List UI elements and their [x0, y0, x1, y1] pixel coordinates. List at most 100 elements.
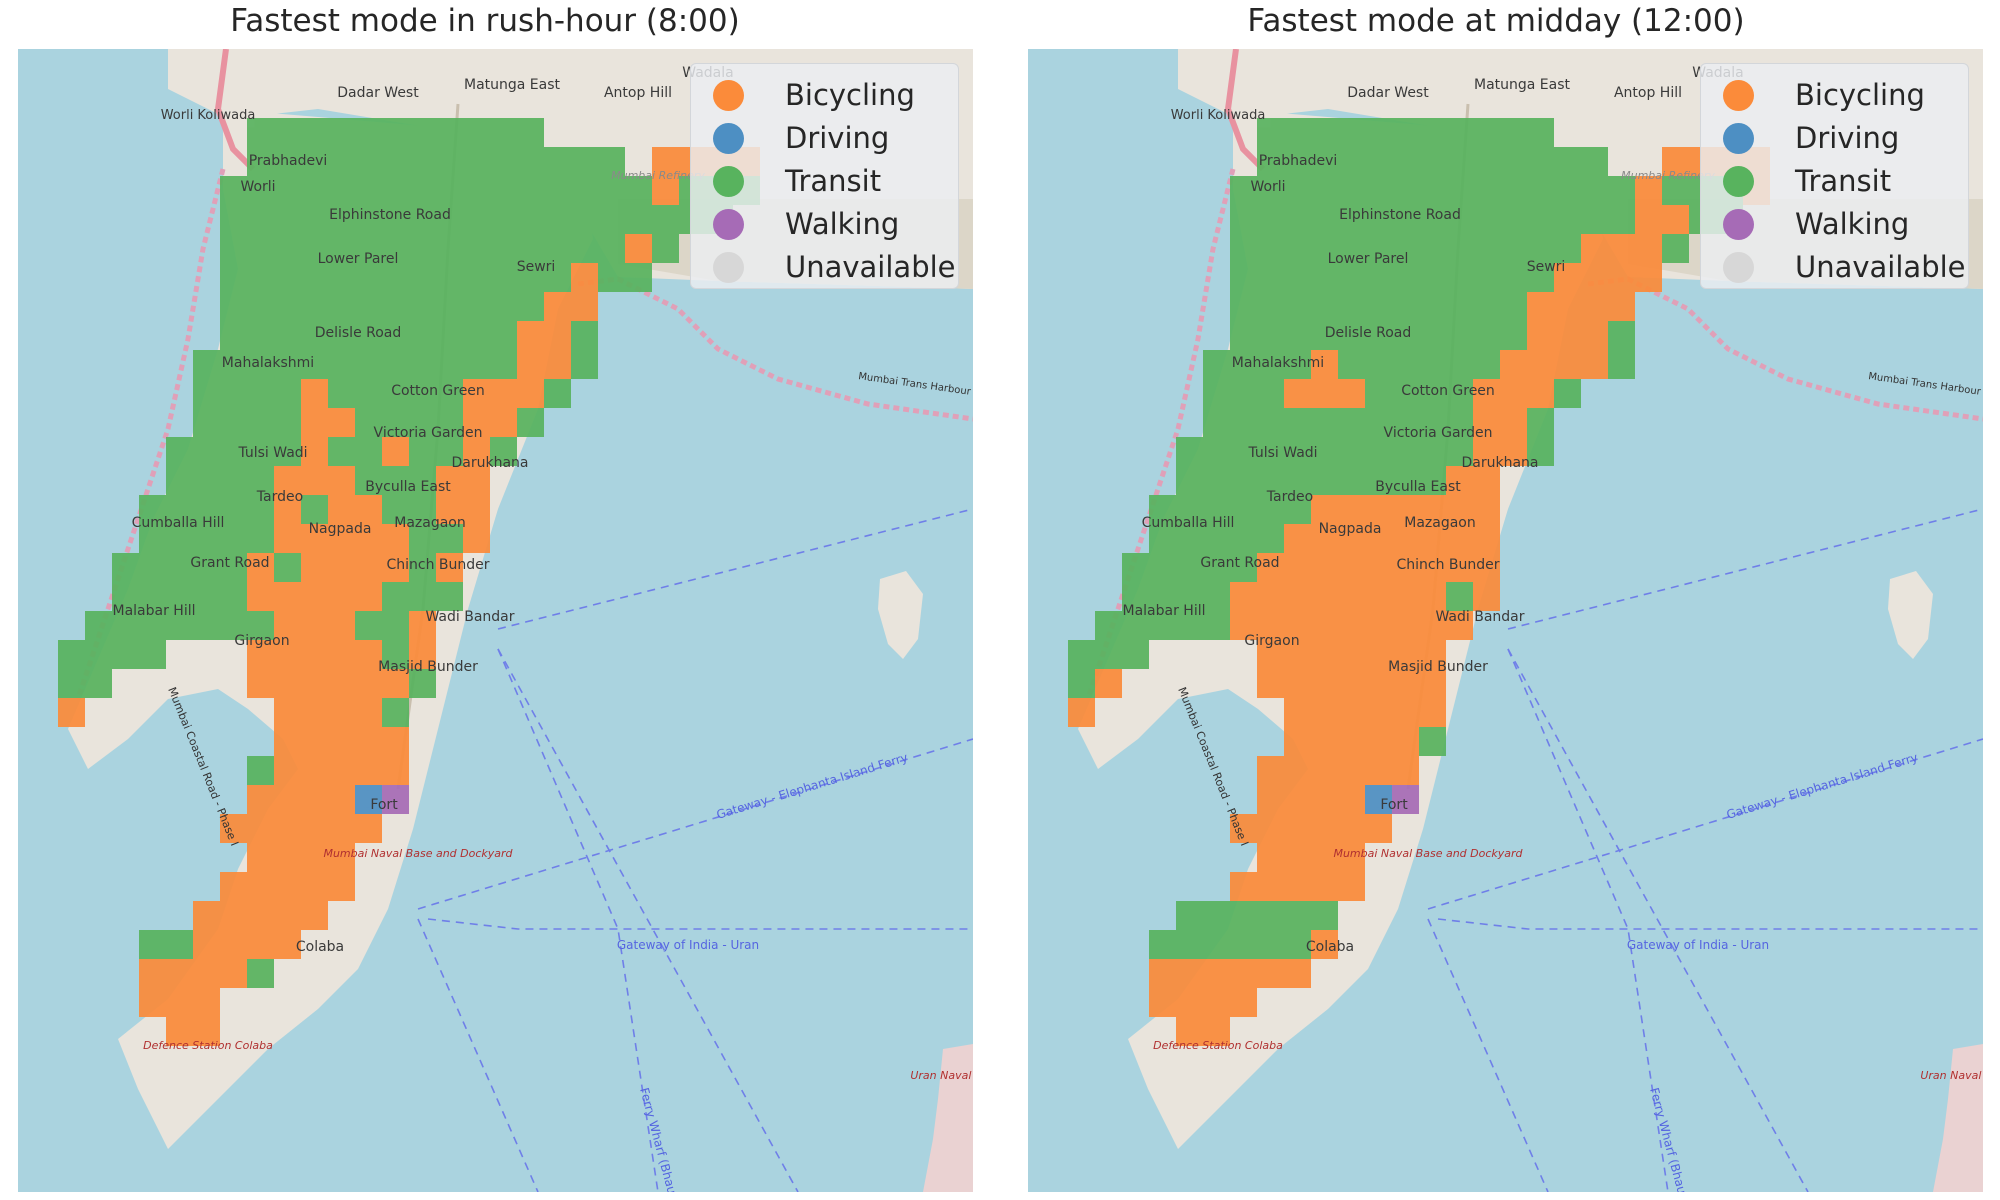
- transit-cell: [193, 437, 220, 466]
- bicycling-cell: [1419, 582, 1446, 611]
- transit-cell: [382, 350, 409, 379]
- transit-cell: [1446, 321, 1473, 350]
- bicycling-cell: [1473, 466, 1500, 495]
- transit-cell: [1446, 292, 1473, 321]
- transit-cell: [193, 524, 220, 553]
- bicycling-cell: [1392, 727, 1419, 756]
- transit-cell: [1311, 176, 1338, 205]
- transit-cell: [355, 611, 382, 640]
- transit-cell: [409, 350, 436, 379]
- transit-cell: [409, 147, 436, 176]
- map-view[interactable]: Worli Koliwada Dadar West Matunga East Anto…: [1028, 49, 1983, 1192]
- transit-cell: [1446, 263, 1473, 292]
- transit-cell: [409, 495, 436, 524]
- ferry-route-uran: [1437, 918, 1983, 930]
- bicycling-cell: [1581, 263, 1608, 292]
- bicycling-cell: [1311, 611, 1338, 640]
- transit-cell: [1446, 350, 1473, 379]
- bicycling-cell: [328, 582, 355, 611]
- transit-cell: [274, 321, 301, 350]
- bicycling-cell: [1311, 814, 1338, 843]
- bicycling-cell: [652, 147, 679, 176]
- bicycling-cell: [193, 1017, 220, 1046]
- transit-cell: [1446, 147, 1473, 176]
- place-label: Worli: [240, 179, 275, 195]
- bicycling-cell: [301, 756, 328, 785]
- transit-cell: [301, 292, 328, 321]
- transit-cell: [571, 205, 598, 234]
- legend-item: Unavailable: [1701, 246, 1968, 289]
- transit-cell: [382, 234, 409, 263]
- transit-cell: [409, 321, 436, 350]
- transit-cell: [598, 147, 625, 176]
- transit-cell: [436, 437, 463, 466]
- transit-cell: [166, 524, 193, 553]
- bicycling-cell: [274, 611, 301, 640]
- bicycling-cell: [301, 437, 328, 466]
- bicycling-cell: [1446, 495, 1473, 524]
- transit-cell: [517, 176, 544, 205]
- legend-swatch: [1723, 252, 1754, 283]
- transit-cell: [382, 698, 409, 727]
- place-label: Colaba: [296, 939, 344, 955]
- bicycling-cell: [328, 408, 355, 437]
- transit-cell: [355, 466, 382, 495]
- bicycling-cell: [544, 321, 571, 350]
- transit-cell: [1419, 727, 1446, 756]
- transit-cell: [166, 553, 193, 582]
- transit-cell: [1500, 205, 1527, 234]
- bicycling-cell: [274, 930, 301, 959]
- transit-cell: [58, 669, 85, 698]
- bicycling-cell: [301, 408, 328, 437]
- transit-cell: [247, 408, 274, 437]
- transit-cell: [1365, 408, 1392, 437]
- ferry-route-southeast: [1507, 648, 1809, 1192]
- bicycling-cell: [328, 466, 355, 495]
- transit-cell: [1338, 321, 1365, 350]
- transit-cell: [1311, 118, 1338, 147]
- place-label: Nagpada: [309, 521, 372, 537]
- transit-cell: [1527, 118, 1554, 147]
- transit-cell: [1419, 147, 1446, 176]
- transit-cell: [139, 611, 166, 640]
- bicycling-cell: [1284, 524, 1311, 553]
- transit-cell: [1365, 234, 1392, 263]
- legend-label: Driving: [785, 121, 890, 155]
- transit-cell: [1365, 118, 1392, 147]
- bicycling-cell: [247, 640, 274, 669]
- bicycling-cell: [1284, 756, 1311, 785]
- bicycling-cell: [1257, 959, 1284, 988]
- transit-cell: [1365, 147, 1392, 176]
- transit-cell: [490, 263, 517, 292]
- transit-cell: [1581, 205, 1608, 234]
- transit-cell: [1311, 466, 1338, 495]
- transit-cell: [220, 495, 247, 524]
- bicycling-cell: [274, 524, 301, 553]
- transit-cell: [1365, 292, 1392, 321]
- bicycling-cell: [1257, 669, 1284, 698]
- transit-cell: [1365, 437, 1392, 466]
- bicycling-cell: [1311, 756, 1338, 785]
- bicycling-cell: [1257, 785, 1284, 814]
- bicycling-cell: [1662, 205, 1689, 234]
- transit-cell: [355, 234, 382, 263]
- bicycling-cell: [355, 524, 382, 553]
- bicycling-cell: [1095, 669, 1122, 698]
- transit-cell: [1392, 147, 1419, 176]
- transit-cell: [436, 147, 463, 176]
- place-label: Elphinstone Road: [329, 207, 451, 223]
- transit-cell: [1203, 466, 1230, 495]
- map-view[interactable]: Worli Koliwada Dadar West Matunga East Anto…: [18, 49, 973, 1192]
- bicycling-cell: [274, 582, 301, 611]
- bicycling-cell: [1284, 611, 1311, 640]
- bicycling-cell: [301, 669, 328, 698]
- bicycling-cell: [1284, 379, 1311, 408]
- transit-cell: [1284, 408, 1311, 437]
- transit-cell: [436, 176, 463, 205]
- transit-cell: [1257, 437, 1284, 466]
- transit-cell: [1662, 234, 1689, 263]
- ferry-route-south: [1507, 648, 1669, 1192]
- bicycling-cell: [355, 495, 382, 524]
- transit-cell: [1527, 234, 1554, 263]
- transit-cell: [1068, 669, 1095, 698]
